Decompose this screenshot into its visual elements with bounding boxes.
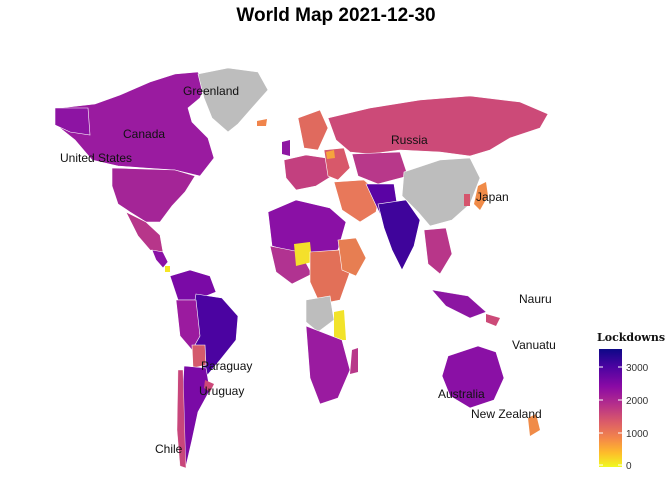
- region-alaska[interactable]: [54, 107, 91, 136]
- country-labels: Greenland Canada United States Russia Ja…: [60, 84, 556, 456]
- region-scandinavia[interactable]: [297, 109, 329, 151]
- legend-tick-0: 0: [626, 461, 632, 472]
- region-tanzania[interactable]: [334, 310, 346, 340]
- region-peru-bolivia[interactable]: [175, 299, 201, 351]
- region-canada[interactable]: [59, 71, 215, 177]
- region-panama[interactable]: [165, 266, 170, 272]
- region-indonesia[interactable]: [431, 289, 487, 319]
- region-uk[interactable]: [282, 140, 290, 156]
- label-new-zealand: New Zealand: [471, 407, 542, 421]
- region-united-states[interactable]: [111, 167, 196, 223]
- region-chile[interactable]: [176, 369, 187, 469]
- region-iceland[interactable]: [257, 119, 267, 126]
- label-nauru: Nauru: [519, 292, 552, 306]
- region-middle-east[interactable]: [333, 179, 381, 223]
- label-paraguay: Paraguay: [201, 359, 252, 373]
- legend-colorbar: [599, 349, 622, 467]
- region-greenland[interactable]: [197, 67, 269, 133]
- legend-tick-2000: 2000: [626, 396, 649, 407]
- region-east-africa[interactable]: [337, 237, 367, 277]
- label-united-states: United States: [60, 151, 132, 165]
- region-southeast-asia[interactable]: [423, 227, 453, 275]
- region-russia[interactable]: [327, 95, 549, 157]
- label-russia: Russia: [391, 133, 428, 147]
- region-madagascar[interactable]: [350, 348, 358, 374]
- label-canada: Canada: [123, 127, 165, 141]
- label-australia: Australia: [438, 387, 485, 401]
- label-vanuatu: Vanuatu: [512, 338, 556, 352]
- region-mongolia-china[interactable]: [401, 157, 481, 227]
- legend-title: Lockdowns: [597, 331, 665, 344]
- region-papua[interactable]: [486, 314, 500, 326]
- region-new-zealand[interactable]: [528, 414, 540, 436]
- region-australia[interactable]: [441, 345, 505, 409]
- region-mali-yellow[interactable]: [294, 242, 312, 266]
- region-central-america[interactable]: [151, 249, 169, 269]
- label-greenland: Greenland: [183, 84, 239, 98]
- label-japan: Japan: [476, 190, 509, 204]
- label-uruguay: Uruguay: [199, 384, 244, 398]
- region-western-europe[interactable]: [283, 154, 333, 191]
- region-drc[interactable]: [305, 295, 335, 333]
- region-kazakhstan[interactable]: [351, 151, 409, 185]
- region-baltics[interactable]: [326, 150, 335, 159]
- legend: Lockdowns 3000 2000 1000 0: [597, 331, 665, 472]
- region-korea[interactable]: [464, 194, 470, 206]
- legend-tick-1000: 1000: [626, 429, 649, 440]
- label-chile: Chile: [155, 442, 183, 456]
- legend-tick-3000: 3000: [626, 363, 649, 374]
- region-japan[interactable]: [474, 182, 488, 210]
- region-paraguay[interactable]: [191, 344, 207, 369]
- region-uruguay[interactable]: [204, 380, 214, 392]
- map-title: World Map 2021-12-30: [236, 5, 436, 26]
- region-southern-africa[interactable]: [305, 325, 351, 405]
- region-colombia-venezuela[interactable]: [169, 269, 217, 301]
- region-india[interactable]: [377, 199, 421, 271]
